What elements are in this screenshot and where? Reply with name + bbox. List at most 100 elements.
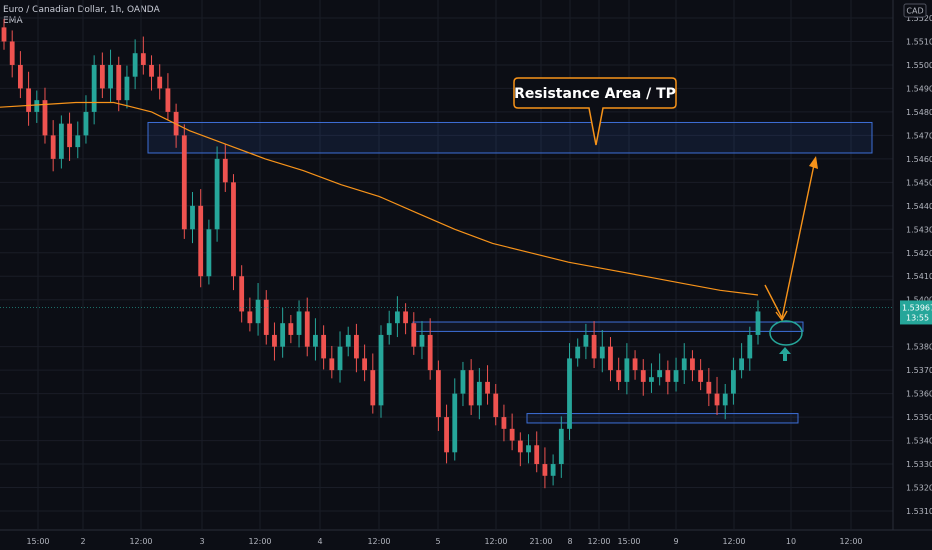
candle-down[interactable]	[247, 311, 253, 324]
candle-up[interactable]	[567, 358, 572, 429]
candle-down[interactable]	[698, 370, 704, 382]
ema-line[interactable]	[0, 101, 759, 296]
candle-down[interactable]	[616, 370, 622, 382]
resistance-zone[interactable]	[147, 121, 873, 154]
candle-up[interactable]	[206, 229, 212, 277]
candle-down[interactable]	[42, 100, 48, 136]
candle-up[interactable]	[91, 64, 97, 112]
candle-down[interactable]	[231, 182, 236, 277]
candle-up[interactable]	[214, 158, 220, 230]
candle-down[interactable]	[181, 135, 187, 230]
candle-up[interactable]	[108, 64, 113, 89]
candle-up[interactable]	[526, 445, 531, 453]
candle-down[interactable]	[665, 370, 671, 382]
price-axis[interactable]	[893, 0, 932, 550]
candle-down[interactable]	[304, 311, 310, 347]
candle-down[interactable]	[591, 334, 597, 359]
candle-up[interactable]	[75, 135, 81, 148]
candle-down[interactable]	[288, 323, 294, 335]
candle-up[interactable]	[755, 311, 761, 335]
candle-down[interactable]	[706, 381, 712, 394]
candle-down[interactable]	[321, 334, 327, 359]
candle-down[interactable]	[468, 370, 474, 406]
candle-down[interactable]	[690, 358, 695, 371]
candle-down[interactable]	[263, 299, 269, 335]
candle-up[interactable]	[394, 311, 400, 324]
candle-up[interactable]	[58, 123, 64, 159]
candle-down[interactable]	[362, 358, 368, 371]
candle-down[interactable]	[116, 64, 122, 101]
candle-down[interactable]	[67, 123, 72, 148]
candle-up[interactable]	[624, 358, 630, 382]
candle-up[interactable]	[386, 323, 392, 335]
candle-up[interactable]	[739, 358, 745, 371]
candle-up[interactable]	[345, 334, 351, 347]
candle-down[interactable]	[198, 205, 204, 277]
candle-down[interactable]	[444, 417, 449, 453]
candle-down[interactable]	[534, 445, 540, 465]
candle-down[interactable]	[435, 370, 441, 418]
candle-up[interactable]	[731, 370, 736, 394]
candle-up[interactable]	[280, 323, 286, 347]
candle-up[interactable]	[681, 358, 687, 371]
candle-up[interactable]	[476, 381, 482, 406]
candle-down[interactable]	[157, 76, 163, 89]
time-axis[interactable]	[0, 530, 932, 550]
candle-up[interactable]	[583, 334, 589, 347]
candle-down[interactable]	[370, 370, 376, 406]
candle-up[interactable]	[34, 100, 40, 112]
candle-down[interactable]	[9, 41, 15, 65]
candle-down[interactable]	[542, 464, 548, 476]
candle-up[interactable]	[255, 299, 261, 324]
candle-up[interactable]	[649, 377, 654, 382]
candle-up[interactable]	[657, 370, 663, 378]
candle-down[interactable]	[272, 334, 277, 347]
candle-up[interactable]	[747, 334, 753, 359]
candle-down[interactable]	[632, 358, 638, 371]
candle-up[interactable]	[337, 346, 343, 371]
candle-down[interactable]	[517, 440, 523, 453]
indicator-label[interactable]: EMA	[3, 16, 23, 26]
candle-down[interactable]	[714, 393, 720, 406]
candle-down[interactable]	[329, 358, 335, 371]
candle-up[interactable]	[599, 346, 605, 359]
candle-up[interactable]	[190, 205, 195, 230]
candle-down[interactable]	[485, 381, 490, 394]
candle-up[interactable]	[550, 464, 556, 476]
candle-down[interactable]	[354, 334, 359, 359]
candle-down[interactable]	[427, 334, 433, 371]
candle-up[interactable]	[83, 111, 89, 136]
candle-up[interactable]	[124, 76, 130, 101]
candle-up[interactable]	[132, 53, 138, 77]
symbol-title[interactable]: Euro / Canadian Dollar, 1h, OANDA	[3, 5, 160, 15]
candle-down[interactable]	[165, 88, 171, 112]
candle-down[interactable]	[640, 370, 646, 382]
candle-up[interactable]	[378, 334, 384, 406]
candle-down[interactable]	[509, 428, 515, 441]
support-zone[interactable]	[526, 413, 799, 424]
candle-down[interactable]	[50, 135, 56, 159]
candle-up[interactable]	[452, 393, 458, 453]
candle-down[interactable]	[149, 64, 154, 77]
currency-box[interactable]	[903, 3, 927, 18]
candle-up[interactable]	[575, 346, 581, 359]
candle-down[interactable]	[239, 276, 245, 312]
support-zone[interactable]	[412, 321, 804, 332]
candle-down[interactable]	[403, 311, 408, 324]
candle-down[interactable]	[140, 53, 146, 65]
candle-up[interactable]	[722, 393, 728, 406]
candle-up[interactable]	[460, 370, 466, 394]
candle-down[interactable]	[608, 346, 613, 371]
candle-up[interactable]	[419, 334, 425, 347]
candle-down[interactable]	[99, 64, 105, 89]
candle-down[interactable]	[1, 27, 7, 42]
candle-down[interactable]	[222, 158, 228, 183]
callout-bubble[interactable]	[513, 77, 677, 146]
candle-down[interactable]	[17, 64, 23, 89]
candle-up[interactable]	[673, 370, 679, 382]
candle-up[interactable]	[558, 428, 564, 465]
candle-up[interactable]	[313, 334, 318, 347]
candle-down[interactable]	[26, 88, 31, 112]
candle-down[interactable]	[411, 323, 417, 347]
